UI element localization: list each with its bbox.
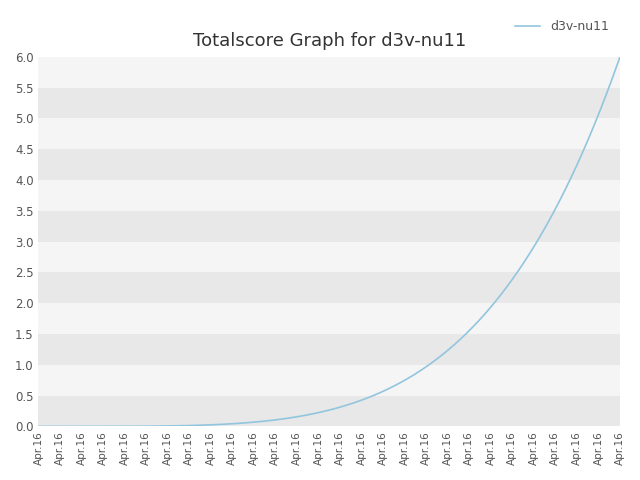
d3v-nu11 bbox=[311, 410, 319, 416]
d3v-nu11 bbox=[35, 423, 42, 429]
Bar bbox=[38, 334, 620, 365]
Legend: d3v-nu11: d3v-nu11 bbox=[510, 15, 614, 38]
Bar bbox=[38, 180, 620, 211]
Bar bbox=[38, 211, 620, 241]
Bar bbox=[38, 241, 620, 272]
Bar bbox=[38, 87, 620, 119]
Bar bbox=[38, 303, 620, 334]
Bar bbox=[38, 149, 620, 180]
Title: Totalscore Graph for d3v-nu11: Totalscore Graph for d3v-nu11 bbox=[193, 32, 466, 50]
Bar bbox=[38, 396, 620, 426]
d3v-nu11 bbox=[602, 92, 610, 98]
Bar bbox=[38, 365, 620, 396]
d3v-nu11 bbox=[616, 54, 624, 60]
d3v-nu11 bbox=[381, 388, 388, 394]
Line: d3v-nu11: d3v-nu11 bbox=[38, 57, 620, 426]
Bar bbox=[38, 57, 620, 87]
Bar bbox=[38, 119, 620, 149]
d3v-nu11 bbox=[349, 400, 357, 406]
d3v-nu11 bbox=[314, 410, 322, 416]
d3v-nu11 bbox=[511, 273, 519, 278]
Bar bbox=[38, 272, 620, 303]
